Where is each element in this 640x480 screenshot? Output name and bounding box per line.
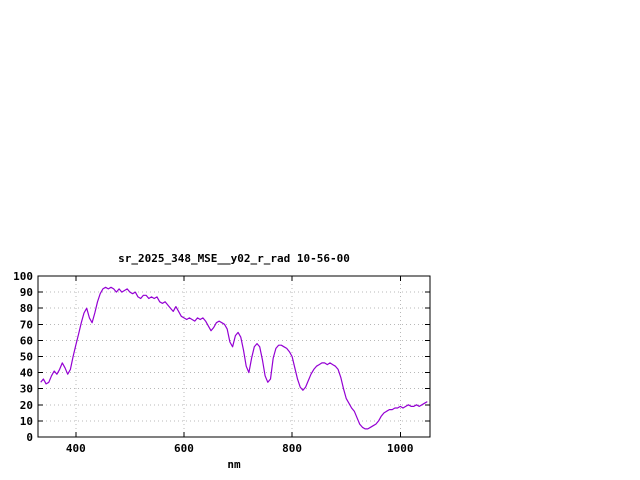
x-tick-label: 800 <box>282 442 302 455</box>
spectrum-line <box>40 286 428 430</box>
y-tick-label: 20 <box>20 399 33 412</box>
label-layer: 0 10 20 30 40 50 60 70 80 90 100 400 600 800 1000 <box>13 270 413 455</box>
y-tick-label: 10 <box>20 415 33 428</box>
y-tick-label: 60 <box>20 334 33 347</box>
y-tick-label: 80 <box>20 302 33 315</box>
y-tick-label: 30 <box>20 383 33 396</box>
y-tick-label: 50 <box>20 351 33 364</box>
grid-layer <box>38 276 430 437</box>
data-layer <box>40 286 428 430</box>
chart-title: sr_2025_348_MSE__y02_r_rad 10-56-00 <box>118 252 350 265</box>
x-tick-label: 400 <box>66 442 86 455</box>
x-tick-label: 600 <box>174 442 194 455</box>
y-tick-label: 90 <box>20 286 33 299</box>
y-tick-label: 40 <box>20 367 33 380</box>
x-axis-label: nm <box>227 458 241 471</box>
y-tick-label: 100 <box>13 270 33 283</box>
x-tick-label: 1000 <box>387 442 414 455</box>
y-tick-label: 0 <box>26 431 33 444</box>
axis-layer <box>37 275 431 438</box>
y-tick-label: 70 <box>20 318 33 331</box>
